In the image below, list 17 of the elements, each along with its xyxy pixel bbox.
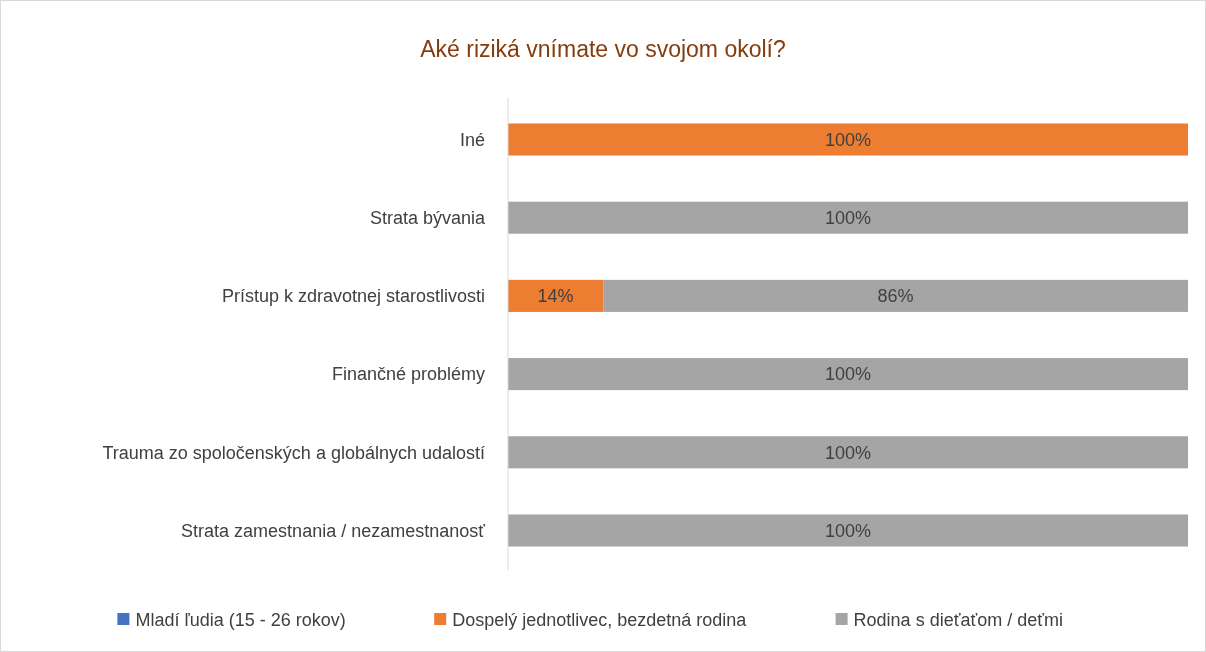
y-tick-label: Strata bývania — [369, 208, 486, 228]
y-tick-label: Prístup k zdravotnej starostlivosti — [221, 286, 485, 307]
legend-label: Dospelý jednotlivec, bezdetná rodina — [452, 610, 748, 631]
y-tick-label: Trauma zo spoločenských a globálnych udalostí — [102, 442, 485, 463]
chart-title: Aké riziká vnímate vo svojom okolí? — [420, 36, 786, 62]
y-tick-label: Finančné problémy — [331, 364, 485, 385]
data-label: 100% — [824, 520, 872, 541]
data-label: 100% — [824, 129, 872, 150]
data-label: 14% — [537, 286, 574, 307]
data-label: 100% — [824, 364, 872, 385]
data-label: 100% — [824, 442, 872, 463]
data-label: 100% — [824, 208, 872, 228]
legend-label: Mladí ľudia (15 - 26 rokov) — [135, 610, 346, 631]
y-tick-label: Strata zamestnania / nezamestnanosť — [181, 520, 486, 541]
legend-label: Rodina s dieťaťom / deťmi — [853, 610, 1063, 631]
data-label: 86% — [877, 286, 914, 307]
y-tick-label: Iné — [459, 129, 485, 150]
